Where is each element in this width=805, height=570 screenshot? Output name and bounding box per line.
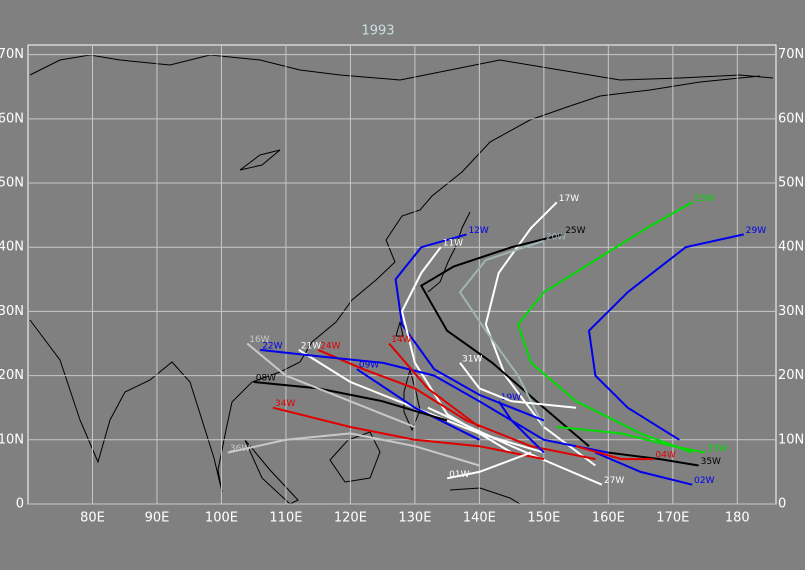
y-tick-label: 40N xyxy=(0,240,24,255)
y-tick-label-right: 70N xyxy=(778,47,804,62)
x-tick-label: 170E xyxy=(656,511,689,526)
track-label: 08W xyxy=(256,374,276,384)
x-tick-label: 160E xyxy=(592,511,625,526)
y-tick-label-right: 10N xyxy=(778,432,804,447)
y-tick-label: 20N xyxy=(0,368,24,383)
storm-track xyxy=(356,368,480,441)
storm-track xyxy=(317,348,596,461)
y-tick-label-right: 60N xyxy=(778,111,804,126)
x-tick-label: 80E xyxy=(80,511,105,526)
y-tick-label: 0 xyxy=(16,497,24,512)
track-label: 29W xyxy=(746,226,766,236)
storm-track xyxy=(459,362,577,409)
track-label: 02W xyxy=(694,476,714,486)
track-label: 23W xyxy=(694,194,714,204)
x-tick-label: 100E xyxy=(205,511,238,526)
x-tick-label: 110E xyxy=(269,511,302,526)
track-label: 11W xyxy=(443,239,463,249)
track-label: 22W xyxy=(262,341,282,351)
track-label: 17W xyxy=(559,194,579,204)
storm-track xyxy=(246,342,416,428)
track-label: 09W xyxy=(359,361,379,371)
track-label: 16W xyxy=(249,335,269,345)
y-tick-label: 30N xyxy=(0,304,24,319)
map-title: 1993 xyxy=(361,24,394,39)
x-tick-label: 120E xyxy=(334,511,367,526)
storm-track xyxy=(575,445,654,461)
track-label: 20W xyxy=(546,232,566,242)
storm-track xyxy=(394,233,545,422)
storm-track xyxy=(259,348,609,454)
y-tick-label-right: 50N xyxy=(778,176,804,191)
track-label: 19W xyxy=(501,393,521,403)
storm-track xyxy=(253,381,448,422)
track-label: 14W xyxy=(391,335,411,345)
track-label: 36W xyxy=(230,444,250,454)
sumatra xyxy=(244,439,299,505)
y-tick-label-right: 30N xyxy=(778,304,804,319)
taiwan xyxy=(395,321,404,337)
track-label: 21W xyxy=(301,341,321,351)
japan xyxy=(427,211,471,293)
track-label: 25W xyxy=(565,226,585,236)
y-tick-label: 50N xyxy=(0,176,24,191)
track-label: 01W xyxy=(449,470,469,480)
track-label: 35W xyxy=(701,457,721,467)
y-tick-label: 60N xyxy=(0,111,24,126)
lake xyxy=(239,149,281,171)
storm-track xyxy=(419,233,590,447)
x-tick-label: 90E xyxy=(145,511,170,526)
track-label: 27W xyxy=(604,476,624,486)
storm-track xyxy=(272,406,545,461)
y-tick-label-right: 40N xyxy=(778,240,804,255)
y-tick-label: 10N xyxy=(0,432,24,447)
storm-track xyxy=(556,426,706,454)
track-label: 24W xyxy=(320,341,340,351)
storm-track xyxy=(446,451,532,480)
track-label: 34W xyxy=(275,399,295,409)
y-tick-label: 70N xyxy=(0,47,24,62)
new-guinea xyxy=(449,487,521,505)
storm-track xyxy=(458,239,545,428)
coastline xyxy=(29,75,761,493)
x-tick-label: 140E xyxy=(463,511,496,526)
y-tick-label-right: 0 xyxy=(778,497,786,512)
track-label: 04W xyxy=(655,451,675,461)
storm-track xyxy=(595,451,693,486)
coastline xyxy=(29,54,774,81)
track-label: 31W xyxy=(462,354,482,364)
x-tick-label: 130E xyxy=(398,511,431,526)
storm-track xyxy=(516,201,693,454)
y-tick-label-right: 20N xyxy=(778,368,804,383)
storm-track xyxy=(388,342,480,428)
storm-track xyxy=(227,432,480,467)
x-tick-label: 180 xyxy=(725,511,750,526)
x-tick-label: 150E xyxy=(527,511,560,526)
storm-track xyxy=(587,233,745,441)
storm-track xyxy=(608,451,699,467)
track-label: 12W xyxy=(468,226,488,236)
storm-track xyxy=(497,400,545,454)
track-label: 33W xyxy=(707,444,727,454)
storm-track xyxy=(400,246,513,454)
